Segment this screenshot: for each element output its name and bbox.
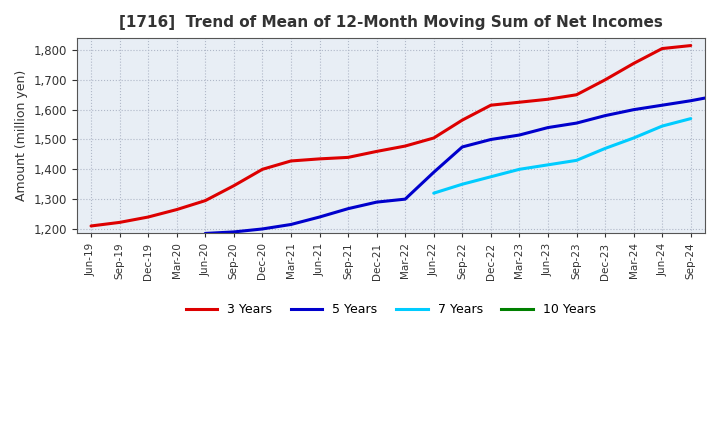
Title: [1716]  Trend of Mean of 12-Month Moving Sum of Net Incomes: [1716] Trend of Mean of 12-Month Moving … <box>119 15 663 30</box>
Legend: 3 Years, 5 Years, 7 Years, 10 Years: 3 Years, 5 Years, 7 Years, 10 Years <box>181 298 600 321</box>
Y-axis label: Amount (million yen): Amount (million yen) <box>15 70 28 202</box>
